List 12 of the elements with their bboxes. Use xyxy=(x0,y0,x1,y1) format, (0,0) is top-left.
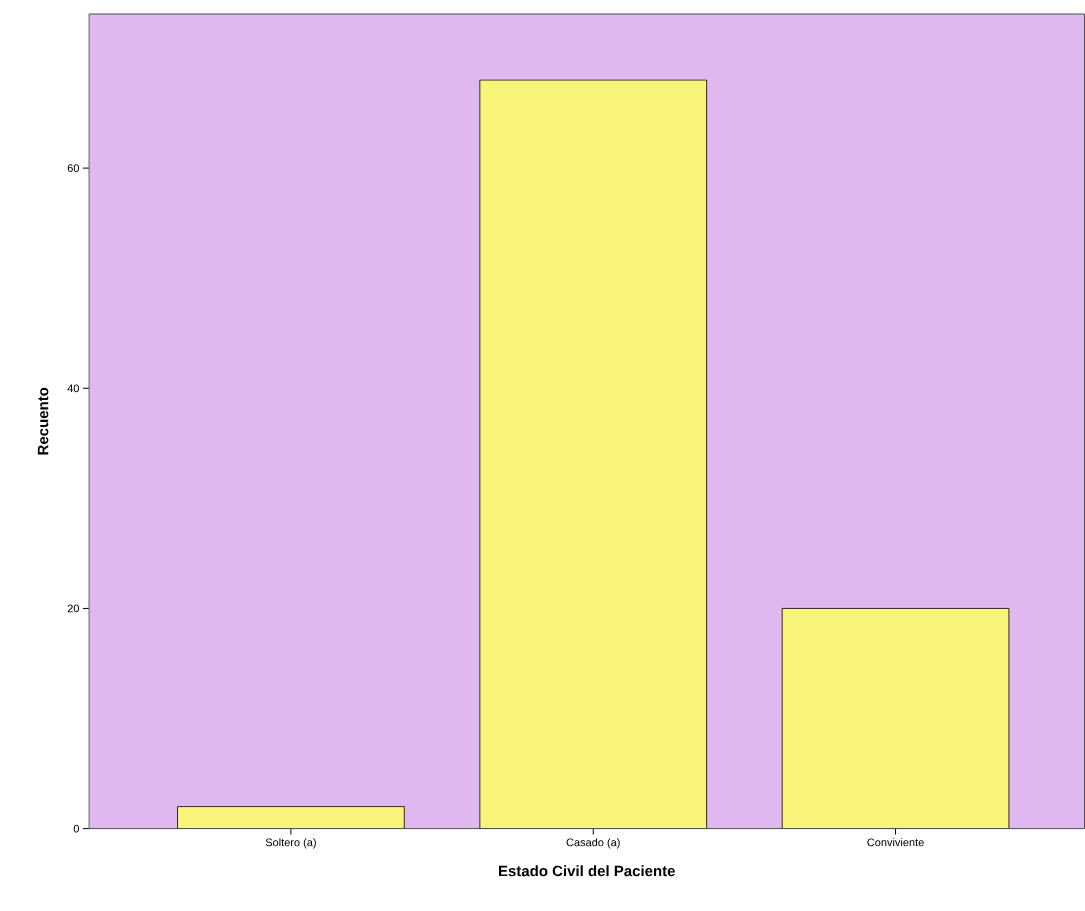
x-tick-label: Soltero (a) xyxy=(265,838,316,849)
bar xyxy=(177,806,405,829)
y-tick-label: 0 xyxy=(73,824,79,833)
bar xyxy=(781,608,1010,829)
y-axis-title: Recuento xyxy=(37,387,49,455)
x-tick-label: Conviviente xyxy=(867,838,924,847)
bar xyxy=(479,79,708,829)
x-axis-title: Estado Civil del Paciente xyxy=(499,865,675,877)
y-tick-label: 40 xyxy=(67,384,79,393)
y-tick-label: 20 xyxy=(67,604,79,613)
x-tick-label: Casado (a) xyxy=(566,838,620,849)
y-tick-label: 60 xyxy=(67,164,79,173)
